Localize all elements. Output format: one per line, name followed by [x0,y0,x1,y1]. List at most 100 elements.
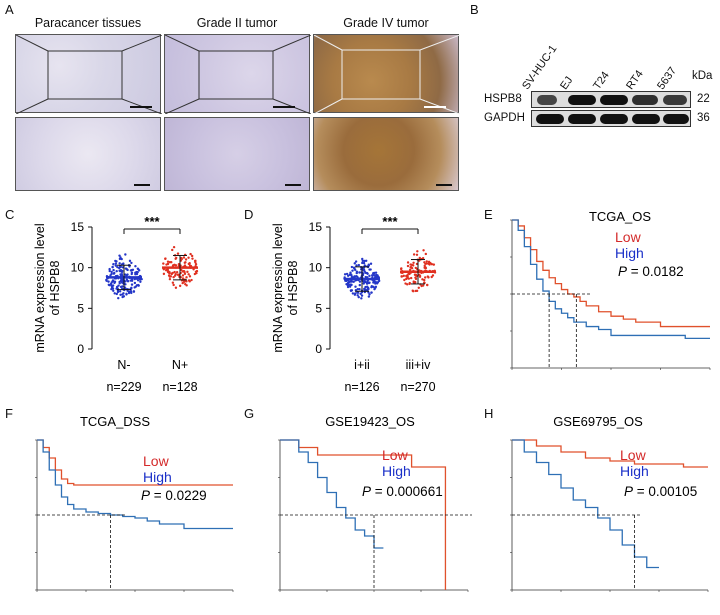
data-point [118,262,121,265]
data-point [415,289,419,293]
data-point [407,277,411,280]
data-point [193,259,197,263]
data-point [190,254,194,258]
data-point [418,275,422,279]
data-point [431,274,435,277]
p-value-symbol: P [141,488,150,503]
data-point [348,273,352,276]
data-point [417,286,420,289]
data-point [422,249,425,252]
data-point [399,267,403,271]
zoom-box [15,34,163,115]
group-n-label: n=229 [106,380,141,394]
data-point [129,289,133,293]
data-point [115,292,118,296]
scale-bar [436,184,452,186]
y-axis-label-line: mRNA expression level [271,223,285,352]
legend-label: High [143,469,172,485]
data-point [363,270,366,273]
survival-curve [280,439,384,549]
data-point [136,279,140,282]
y-tick-label: 0 [77,342,84,356]
data-point [358,283,361,287]
data-point [120,270,124,274]
p-value-number: = 0.000661 [371,484,443,499]
data-point [166,260,170,263]
data-point [134,265,137,268]
data-point [171,248,174,252]
data-point [180,268,183,272]
data-point [187,273,190,276]
data-point [368,293,371,296]
data-point [130,272,133,276]
data-point [367,295,371,298]
legend-label: High [382,463,411,479]
data-point [432,263,436,266]
data-point [172,283,175,287]
blot-kda-hspb8: 22 [697,93,710,105]
y-tick-label: 15 [309,220,323,234]
data-point [421,278,424,281]
data-point [183,261,187,265]
data-point [116,265,119,269]
data-point [116,290,120,294]
data-point [165,268,168,272]
data-point [414,276,417,279]
data-point [352,266,356,269]
chart-title: GSE69795_OS [553,414,643,429]
data-point [171,271,174,275]
band [537,95,557,105]
data-point [188,275,192,278]
y-axis-label-line: mRNA expression level [33,223,47,352]
data-point [185,276,188,279]
ihc-title-grade2: Grade II tumor [196,16,278,30]
data-point [178,284,182,288]
data-point [191,257,194,260]
data-point [411,264,415,267]
data-point [170,261,173,264]
data-point [375,281,378,284]
legend-label: Low [143,453,170,469]
data-point [414,273,418,277]
scale-bar [424,106,446,108]
p-value: P = 0.000661 [362,484,443,499]
data-point [130,268,134,272]
data-point [361,257,364,261]
data-point [370,291,373,294]
data-point [362,282,365,285]
data-point [162,272,166,276]
data-point [367,287,370,291]
data-point [139,280,142,283]
data-point [122,292,125,295]
lane-label: 5637 [655,65,680,92]
data-point [126,289,129,293]
data-point [372,281,375,284]
data-point [118,266,121,270]
data-point [118,290,122,293]
data-point [117,296,120,300]
data-point [351,269,354,272]
legend-label: Low [620,447,647,463]
data-point [120,257,123,261]
data-point [183,280,186,284]
lane-label: RT4 [624,68,646,92]
band [600,114,628,124]
data-point [364,285,367,289]
band [632,114,660,124]
ihc-image-grade2-low [164,34,312,115]
zoom-box [313,34,461,115]
panel-label-b: B [470,2,479,17]
data-point [346,285,350,289]
data-point [352,280,355,284]
band [663,114,689,124]
ihc-title-grade4: Grade IV tumor [343,16,429,30]
data-point [367,263,370,266]
data-point [181,274,185,277]
panel-label-e: E [484,207,493,222]
band [600,95,628,105]
data-point [115,260,118,263]
data-point [125,278,129,281]
panel-label-c: C [5,207,15,222]
data-point [350,289,354,292]
